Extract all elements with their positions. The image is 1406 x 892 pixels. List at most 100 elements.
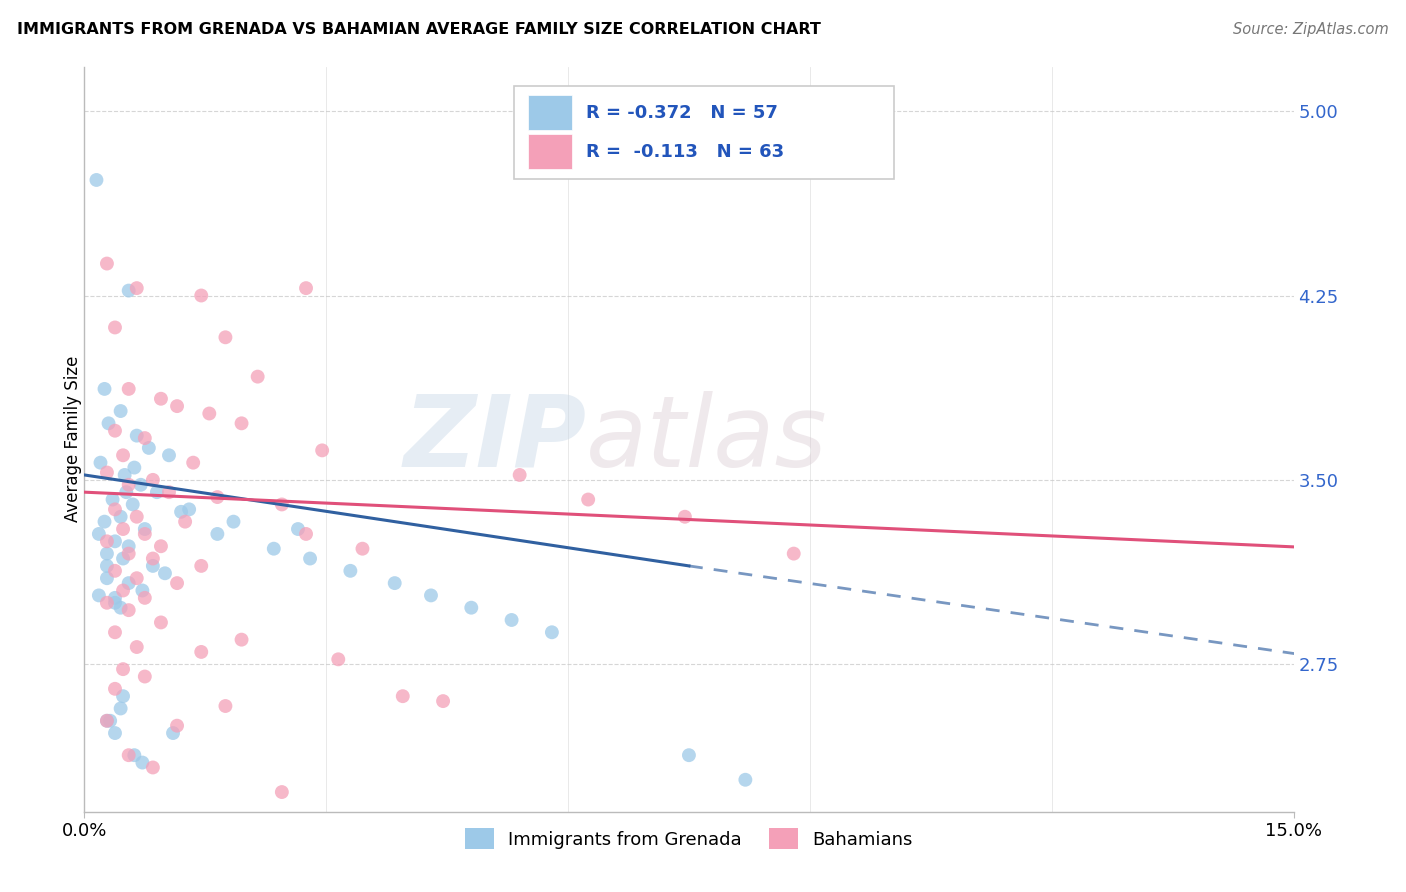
Point xyxy=(149,539,172,553)
Point xyxy=(153,566,176,581)
Point xyxy=(678,748,700,763)
Point xyxy=(134,522,156,536)
Point xyxy=(214,699,236,714)
Point xyxy=(96,596,118,610)
Point xyxy=(96,571,118,585)
Point xyxy=(125,509,148,524)
Point xyxy=(190,558,212,573)
Point xyxy=(114,467,136,482)
Point xyxy=(104,564,127,578)
Text: ZIP: ZIP xyxy=(404,391,586,488)
Point xyxy=(112,551,135,566)
Point xyxy=(104,424,127,438)
Point xyxy=(541,625,564,640)
Point xyxy=(576,492,599,507)
Point xyxy=(97,417,120,431)
Point xyxy=(166,576,188,591)
Point xyxy=(328,652,350,666)
Point xyxy=(110,701,132,715)
Point xyxy=(295,281,318,295)
Point xyxy=(118,284,141,298)
Point xyxy=(104,726,127,740)
Point xyxy=(96,466,118,480)
Point xyxy=(134,431,156,445)
Point xyxy=(110,404,132,418)
Point xyxy=(295,527,318,541)
Point xyxy=(110,509,132,524)
Point xyxy=(93,515,115,529)
Legend: Immigrants from Grenada, Bahamians: Immigrants from Grenada, Bahamians xyxy=(458,821,920,856)
Point xyxy=(125,281,148,295)
Point xyxy=(270,498,292,512)
Point xyxy=(96,534,118,549)
Point xyxy=(162,726,184,740)
Point xyxy=(104,591,127,605)
Point xyxy=(124,748,146,763)
Point xyxy=(179,502,201,516)
Point xyxy=(138,441,160,455)
Point xyxy=(112,522,135,536)
Point xyxy=(460,600,482,615)
Point xyxy=(104,625,127,640)
Text: R =  -0.113   N = 63: R = -0.113 N = 63 xyxy=(586,143,785,161)
Point xyxy=(129,477,152,491)
Point xyxy=(231,417,253,431)
Point xyxy=(198,407,221,421)
Point xyxy=(146,485,169,500)
Point xyxy=(96,256,118,270)
Point xyxy=(118,748,141,763)
Text: IMMIGRANTS FROM GRENADA VS BAHAMIAN AVERAGE FAMILY SIZE CORRELATION CHART: IMMIGRANTS FROM GRENADA VS BAHAMIAN AVER… xyxy=(17,22,821,37)
Point xyxy=(86,173,108,187)
Point xyxy=(110,600,132,615)
Point xyxy=(432,694,454,708)
Point xyxy=(134,591,156,605)
Point xyxy=(104,596,127,610)
Point xyxy=(131,756,153,770)
Point xyxy=(170,505,193,519)
Point xyxy=(96,547,118,561)
Point xyxy=(287,522,309,536)
Point xyxy=(149,392,172,406)
Point xyxy=(125,640,148,654)
Point xyxy=(190,288,212,302)
Point xyxy=(299,551,322,566)
Point xyxy=(98,714,121,728)
FancyBboxPatch shape xyxy=(529,134,572,169)
Point xyxy=(142,473,165,487)
Point xyxy=(783,547,806,561)
Point xyxy=(207,527,229,541)
Point xyxy=(166,399,188,413)
Point xyxy=(93,382,115,396)
Point xyxy=(104,534,127,549)
Point xyxy=(118,547,141,561)
Point xyxy=(104,681,127,696)
Point xyxy=(112,583,135,598)
Point xyxy=(118,576,141,591)
Point xyxy=(112,689,135,703)
Point xyxy=(263,541,285,556)
Point xyxy=(222,515,245,529)
Point xyxy=(115,485,138,500)
Point xyxy=(118,382,141,396)
Point xyxy=(118,477,141,491)
Point xyxy=(96,714,118,728)
Text: R = -0.372   N = 57: R = -0.372 N = 57 xyxy=(586,103,778,121)
Point xyxy=(311,443,333,458)
Point xyxy=(149,615,172,630)
Point xyxy=(87,588,110,602)
Point xyxy=(214,330,236,344)
Point xyxy=(87,527,110,541)
Point xyxy=(96,714,118,728)
Point xyxy=(207,490,229,504)
Point xyxy=(509,467,531,482)
FancyBboxPatch shape xyxy=(513,86,894,178)
Point xyxy=(501,613,523,627)
Point xyxy=(101,492,124,507)
Point xyxy=(96,558,118,573)
Point xyxy=(134,669,156,683)
Point xyxy=(118,539,141,553)
Point xyxy=(734,772,756,787)
Point xyxy=(112,662,135,676)
Point xyxy=(157,485,180,500)
Point xyxy=(142,551,165,566)
